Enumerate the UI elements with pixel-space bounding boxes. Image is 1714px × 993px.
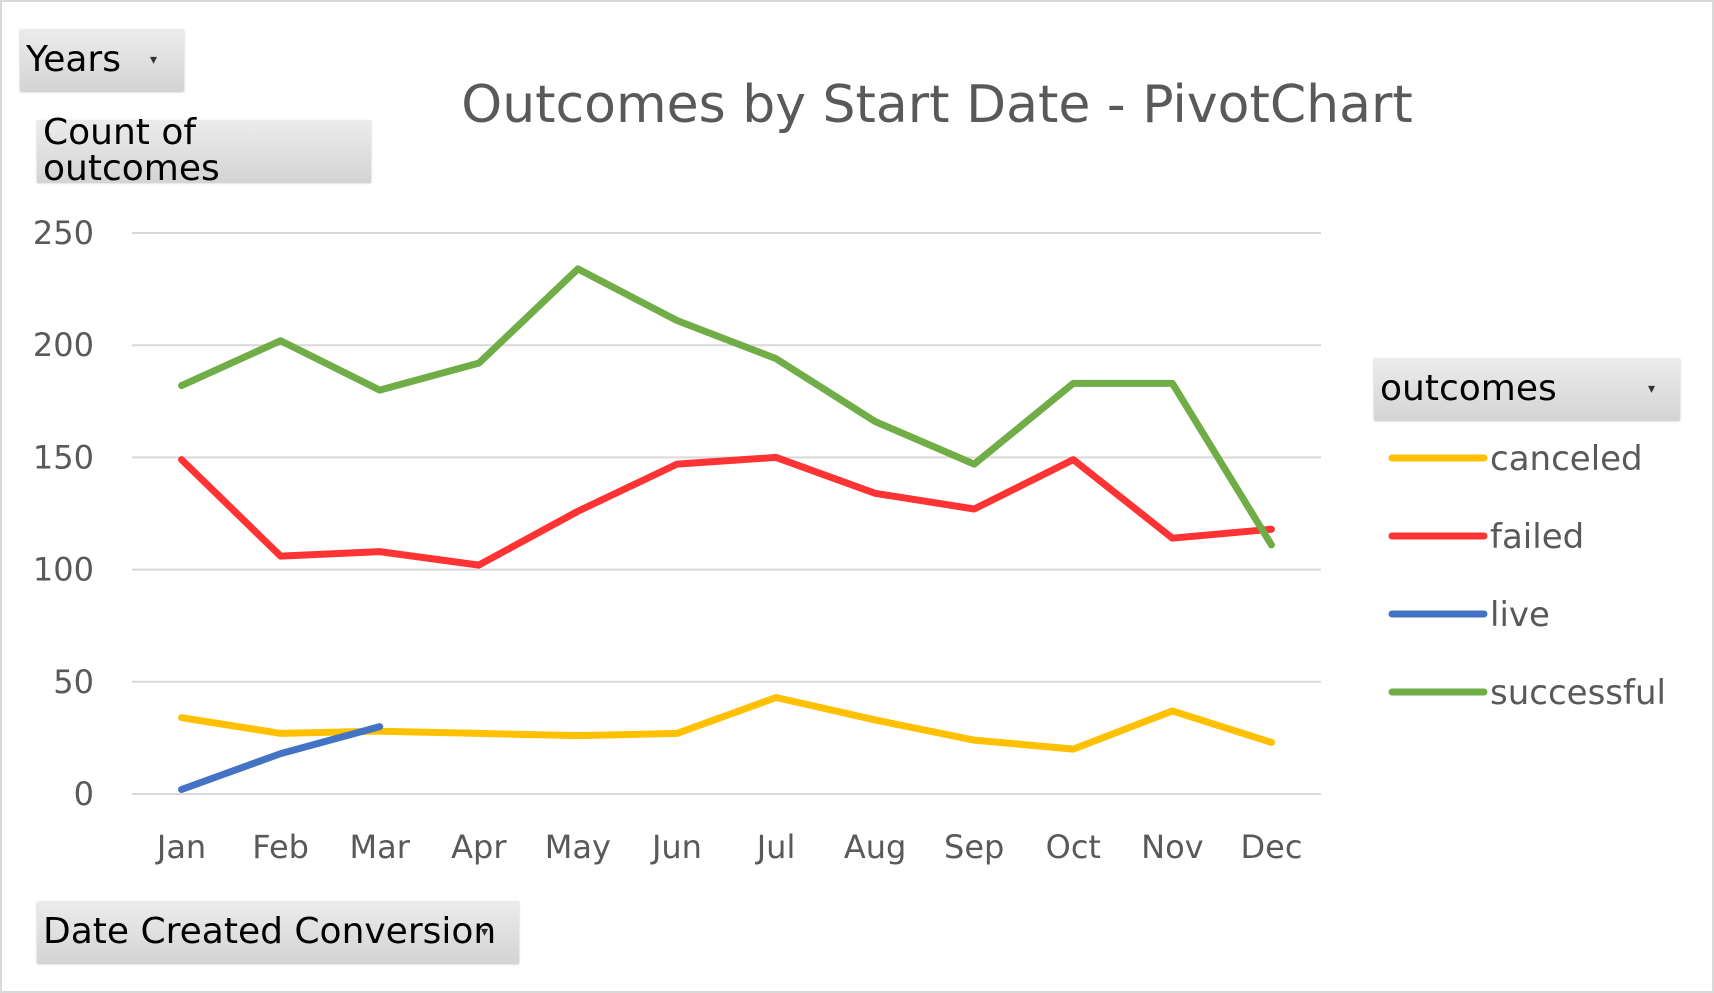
x-tick-label: Jul <box>755 828 796 866</box>
x-axis: Jan Feb Mar Apr May Jun Jul Aug Sep Oct Nov Dec <box>155 828 1303 866</box>
axis-field-label: Date Created Conversion <box>43 911 497 952</box>
legend-field-button[interactable]: outcomes ▾ <box>1374 358 1680 420</box>
y-axis: 0 50 100 150 200 250 <box>33 214 94 813</box>
y-tick-label: 100 <box>33 551 94 589</box>
axis-field-button[interactable]: Date Created Conversion ▾ <box>37 901 519 963</box>
x-tick-label: Feb <box>252 828 309 866</box>
x-tick-label: Aug <box>844 828 906 866</box>
series-group <box>178 265 1275 794</box>
value-field-button[interactable]: Count of outcomes <box>37 115 371 187</box>
x-tick-label: Jun <box>650 828 702 866</box>
series-line-live <box>178 723 384 794</box>
y-tick-label: 0 <box>74 775 94 813</box>
chevron-down-icon: ▾ <box>1648 381 1656 397</box>
legend-label-failed: failed <box>1490 517 1584 557</box>
years-filter-button[interactable]: Years ▾ <box>20 29 184 91</box>
legend: canceled failed live successful <box>1388 439 1666 713</box>
y-tick-label: 250 <box>33 214 94 252</box>
x-tick-label: May <box>545 828 611 866</box>
y-tick-label: 200 <box>33 326 94 364</box>
x-tick-label: Jan <box>155 828 206 866</box>
x-tick-label: Apr <box>451 828 507 866</box>
x-tick-label: Nov <box>1141 828 1203 866</box>
series-line-failed <box>178 453 1275 569</box>
legend-label-successful: successful <box>1490 673 1666 713</box>
value-field-label: Count of outcomes <box>43 112 220 189</box>
series-line-canceled <box>178 694 1275 753</box>
chart-title: Outcomes by Start Date - PivotChart <box>461 75 1412 135</box>
chevron-down-icon: ▾ <box>481 924 489 940</box>
legend-label-canceled: canceled <box>1490 439 1643 479</box>
y-tick-label: 50 <box>53 663 94 701</box>
x-tick-label: Oct <box>1046 828 1101 866</box>
series-line-successful <box>178 265 1275 549</box>
x-tick-label: Sep <box>944 828 1004 866</box>
gridlines <box>132 232 1321 795</box>
years-filter-label: Years <box>26 39 121 80</box>
legend-field-label: outcomes <box>1380 368 1557 409</box>
y-tick-label: 150 <box>33 438 94 476</box>
x-tick-label: Mar <box>350 828 411 866</box>
chevron-down-icon: ▾ <box>150 52 158 68</box>
x-tick-label: Dec <box>1240 828 1302 866</box>
legend-label-live: live <box>1490 595 1550 635</box>
